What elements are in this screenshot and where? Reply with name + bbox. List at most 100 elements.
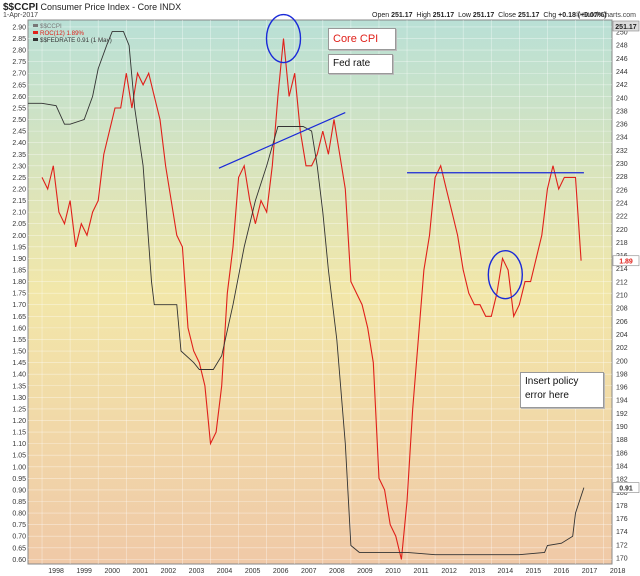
x-tick-label: 2009	[357, 568, 373, 575]
right-tick-label: 212	[616, 279, 628, 286]
left-tick-label: 1.45	[12, 360, 26, 367]
right-tick-label: 218	[616, 240, 628, 247]
left-tick-label: 2.35	[12, 152, 26, 159]
chart-title: $$CCPI Consumer Price Index - Core INDX	[3, 2, 181, 13]
trend-line	[218, 112, 346, 169]
right-tick-label: 214	[616, 266, 628, 273]
right-tick-label: 194	[616, 398, 628, 405]
x-tick-label: 2018	[610, 568, 626, 575]
x-tick-label: 2015	[526, 568, 542, 575]
right-axis: 170 172 174 176 178 180 182 184 186 188 190 192 194 1…	[616, 30, 628, 563]
roc-badge-box	[612, 255, 640, 267]
right-tick-label: 204	[616, 332, 628, 339]
chart-title-text: Consumer Price Index - Core INDX	[40, 2, 182, 12]
left-tick-label: 0.65	[12, 545, 26, 552]
ohlc-open-label: Open	[372, 12, 390, 19]
x-tick-label: 2014	[498, 568, 514, 575]
left-tick-label: 1.00	[12, 464, 26, 471]
axis-badges: 251.17 1.89 0.91	[612, 20, 640, 493]
x-tick-label: 1999	[76, 568, 92, 575]
left-tick-label: 1.55	[12, 337, 26, 344]
right-tick-label: 250	[616, 30, 628, 37]
right-tick-label: 188	[616, 437, 628, 444]
left-tick-label: 1.85	[12, 268, 26, 275]
left-tick-label: 2.40	[12, 140, 26, 147]
left-tick-label: 2.00	[12, 233, 26, 240]
left-tick-label: 2.60	[12, 94, 26, 101]
ohlc-close-value: 251.17	[518, 12, 540, 19]
chart-date: 1-Apr-2017	[3, 12, 39, 19]
left-axis: 0.60 0.65 0.70 0.75 0.80 0.85 0.90 0.95 1.00 1.05…	[12, 24, 26, 563]
left-tick-label: 2.55	[12, 105, 26, 112]
left-tick-label: 1.75	[12, 291, 26, 298]
right-tick-label: 242	[616, 82, 628, 89]
x-tick-label: 2007	[301, 568, 317, 575]
ohlc-readout: Open 251.17 High 251.17 Low 251.17 Close…	[372, 12, 606, 19]
left-tick-label: 0.95	[12, 476, 26, 483]
x-tick-label: 2017	[582, 568, 598, 575]
left-tick-label: 1.35	[12, 383, 26, 390]
left-tick-label: 2.20	[12, 186, 26, 193]
left-tick-label: 2.70	[12, 71, 26, 78]
left-tick-label: 2.25	[12, 175, 26, 182]
x-tick-label: 2000	[104, 568, 120, 575]
right-tick-label: 206	[616, 319, 628, 326]
left-tick-label: 2.10	[12, 210, 26, 217]
cpi-badge-box	[612, 20, 640, 32]
left-tick-label: 0.90	[12, 487, 26, 494]
left-tick-label: 1.50	[12, 349, 26, 356]
right-tick-label: 240	[616, 95, 628, 102]
right-tick-label: 238	[616, 108, 628, 115]
ohlc-high-value: 251.17	[432, 12, 455, 19]
right-tick-label: 226	[616, 187, 628, 194]
x-tick-label: 2012	[441, 568, 457, 575]
right-tick-label: 244	[616, 69, 628, 76]
right-tick-label: 172	[616, 542, 628, 549]
chart-header: $$CCPI Consumer Price Index - Core INDX …	[0, 0, 640, 19]
left-tick-label: 2.50	[12, 117, 26, 124]
right-tick-label: 190	[616, 424, 628, 431]
left-tick-label: 1.60	[12, 325, 26, 332]
left-tick-label: 0.85	[12, 499, 26, 506]
right-tick-label: 232	[616, 148, 628, 155]
fed-badge-box	[612, 482, 640, 493]
left-tick-label: 1.80	[12, 279, 26, 286]
left-tick-label: 1.05	[12, 453, 26, 460]
right-tick-label: 236	[616, 122, 628, 129]
legend-swatch	[33, 38, 38, 41]
ohlc-open-value: 251.17	[391, 12, 413, 19]
left-tick-label: 2.30	[12, 163, 26, 170]
ohlc-close-label: Close	[498, 12, 517, 19]
right-tick-label: 192	[616, 411, 628, 418]
right-tick-label: 222	[616, 214, 628, 221]
right-tick-label: 230	[616, 161, 628, 168]
legend-swatch	[33, 24, 38, 27]
left-tick-label: 2.65	[12, 82, 26, 89]
left-tick-label: 2.45	[12, 129, 26, 136]
x-tick-label: 2002	[161, 568, 177, 575]
legend-label: $$FEDRATE 0.91 (1 May)	[40, 37, 112, 44]
right-tick-label: 220	[616, 227, 628, 234]
core-cpi-callout: Core CPI	[328, 28, 396, 50]
roc-line	[41, 38, 582, 560]
ohlc-high-label: High	[416, 12, 431, 19]
highlight-circle	[265, 13, 302, 64]
right-tick-label: 170	[616, 556, 628, 563]
left-tick-label: 1.30	[12, 395, 26, 402]
cpi-badge-value: 251.17	[615, 24, 637, 31]
left-tick-label: 2.05	[12, 221, 26, 228]
right-tick-label: 210	[616, 293, 628, 300]
x-tick-label: 2001	[133, 568, 149, 575]
plot-background	[27, 19, 613, 565]
left-tick-label: 0.60	[12, 557, 26, 564]
right-tick-label: 246	[616, 56, 628, 63]
stockcharts-brand: © StockCharts.com	[575, 12, 636, 19]
left-tick-label: 1.10	[12, 441, 26, 448]
left-tick-label: 2.15	[12, 198, 26, 205]
right-tick-label: 234	[616, 135, 628, 142]
right-tick-label: 224	[616, 200, 628, 207]
right-tick-label: 178	[616, 503, 628, 510]
ohlc-chg-value: +0.18 (+0.07%)	[558, 12, 607, 19]
